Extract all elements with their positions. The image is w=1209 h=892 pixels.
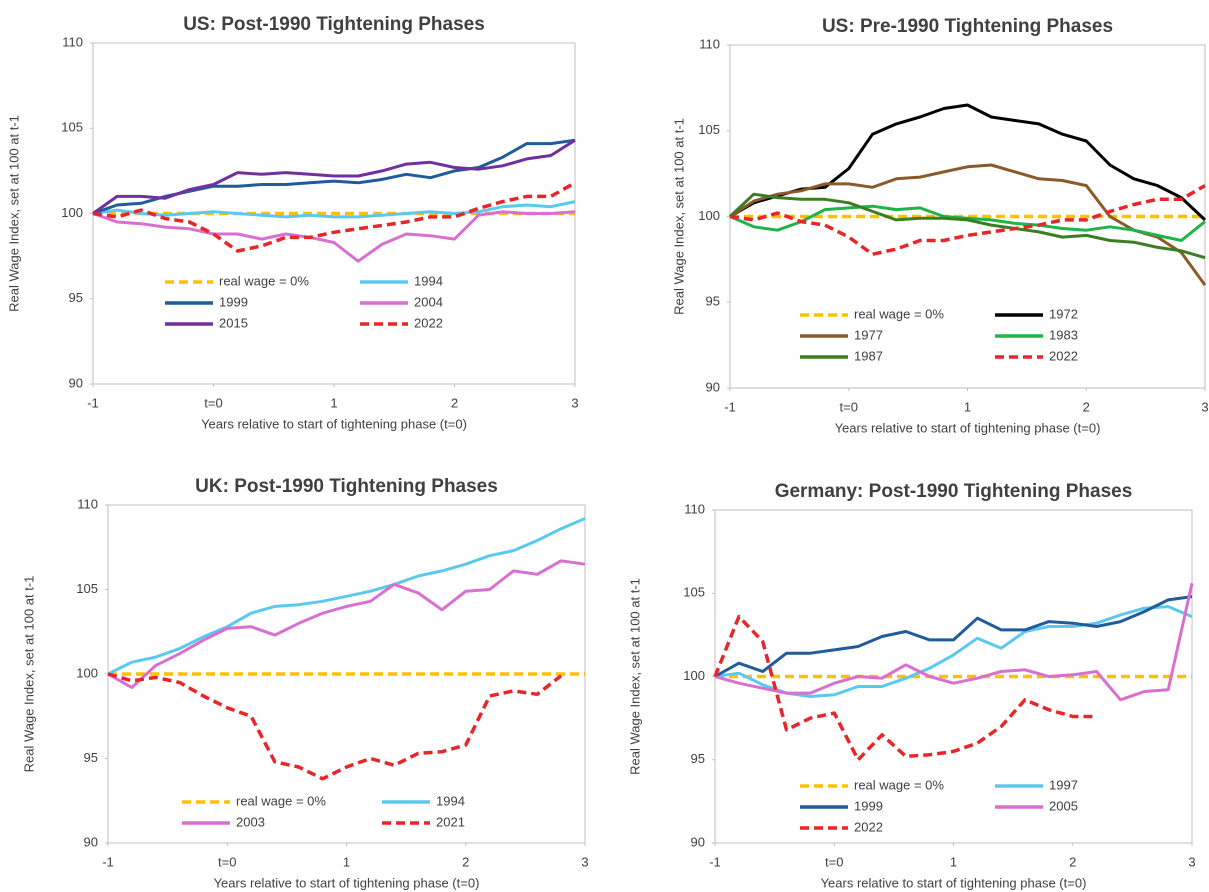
series-line — [729, 184, 1206, 256]
series-line — [107, 672, 563, 781]
legend-label: 1977 — [854, 327, 883, 342]
y-tick-label: 100 — [76, 665, 98, 680]
legend-label: real wage = 0% — [854, 306, 944, 321]
x-axis-label: Years relative to start of tightening ph… — [821, 875, 1087, 890]
y-tick-label: 95 — [706, 294, 720, 309]
x-tick-label: 3 — [1188, 854, 1195, 869]
x-tick-label: 2 — [1083, 399, 1090, 414]
x-tick-label: 3 — [581, 854, 588, 869]
series-line — [729, 163, 1207, 286]
y-tick-label: 105 — [698, 122, 720, 137]
chart-title: Germany: Post-1990 Tightening Phases — [775, 481, 1133, 502]
y-tick-label: 110 — [699, 36, 720, 51]
y-axis-label: Real Wage Index, set at 100 at t-1 — [627, 578, 642, 775]
y-tick-label: 95 — [69, 290, 83, 305]
legend-label: 2015 — [219, 315, 248, 330]
y-tick-label: 100 — [683, 668, 705, 683]
x-tick-label: 2 — [462, 854, 469, 869]
y-tick-label: 105 — [61, 120, 83, 135]
series-line — [714, 582, 1194, 702]
series-line — [728, 192, 1206, 260]
x-tick-label: 1 — [330, 395, 337, 410]
legend-label: 1983 — [1049, 327, 1078, 342]
y-tick-label: 95 — [84, 750, 98, 765]
y-tick-label: 100 — [61, 205, 83, 220]
legend-label: 1997 — [1049, 777, 1078, 792]
x-axis-label: Years relative to start of tightening ph… — [201, 416, 467, 431]
y-tick-label: 90 — [691, 834, 705, 849]
x-tick-label: t=0 — [840, 399, 858, 414]
x-axis-label: Years relative to start of tightening ph… — [835, 420, 1101, 435]
x-tick-label: 2 — [451, 395, 458, 410]
series-line — [107, 559, 586, 689]
series-line — [729, 204, 1206, 242]
chart-title: US: Pre-1990 Tightening Phases — [822, 16, 1113, 37]
x-tick-label: -1 — [709, 854, 721, 869]
legend-label: 2003 — [236, 814, 265, 829]
series-line — [729, 103, 1207, 221]
legend-label: 2022 — [1049, 348, 1078, 363]
series-line — [107, 517, 586, 676]
y-tick-label: 90 — [69, 375, 83, 390]
chart-title: UK: Post-1990 Tightening Phases — [195, 476, 498, 497]
legend-label: 1994 — [414, 273, 443, 288]
legend-label: 2005 — [1049, 798, 1078, 813]
series-line — [92, 138, 576, 215]
y-tick-label: 110 — [77, 496, 98, 511]
y-tick-label: 90 — [706, 379, 720, 394]
y-axis-label: Real Wage Index, set at 100 at t-1 — [6, 115, 21, 312]
legend-label: 2004 — [414, 294, 443, 309]
y-tick-label: 105 — [76, 581, 98, 596]
legend-label: 1972 — [1049, 306, 1078, 321]
legend-label: 2022 — [414, 315, 443, 330]
x-tick-label: 1 — [950, 854, 957, 869]
legend-label: 1987 — [854, 348, 883, 363]
y-tick-label: 105 — [683, 585, 705, 600]
y-tick-label: 110 — [62, 34, 83, 49]
x-axis-label: Years relative to start of tightening ph… — [214, 875, 480, 890]
series-line — [92, 181, 576, 253]
x-tick-label: t=0 — [825, 854, 843, 869]
legend-label: real wage = 0% — [236, 793, 326, 808]
x-tick-label: t=0 — [204, 395, 222, 410]
series-line — [714, 595, 1193, 678]
x-tick-label: 3 — [1201, 399, 1208, 414]
chart-title: US: Post-1990 Tightening Phases — [183, 14, 485, 35]
y-tick-label: 95 — [691, 751, 705, 766]
y-tick-label: 90 — [84, 834, 98, 849]
x-tick-label: 2 — [1069, 854, 1076, 869]
legend-label: 1999 — [219, 294, 248, 309]
y-axis-label: Real Wage Index, set at 100 at t-1 — [21, 576, 36, 773]
series-line — [92, 200, 576, 219]
x-tick-label: t=0 — [218, 854, 236, 869]
legend-label: 1994 — [436, 793, 465, 808]
x-tick-label: 1 — [343, 854, 350, 869]
series-line — [713, 614, 1097, 762]
legend-label: 1999 — [854, 798, 883, 813]
legend-label: real wage = 0% — [219, 273, 309, 288]
legend-label: 2021 — [436, 814, 465, 829]
x-tick-label: -1 — [724, 399, 736, 414]
x-tick-label: -1 — [87, 395, 99, 410]
legend-label: real wage = 0% — [854, 777, 944, 792]
x-tick-label: -1 — [102, 854, 114, 869]
series-line — [92, 210, 576, 263]
x-tick-label: 3 — [571, 395, 578, 410]
legend-label: 2022 — [854, 819, 883, 834]
y-axis-label: Real Wage Index, set at 100 at t-1 — [671, 118, 686, 315]
y-tick-label: 100 — [698, 208, 720, 223]
y-tick-label: 110 — [684, 501, 705, 516]
x-tick-label: 1 — [964, 399, 971, 414]
